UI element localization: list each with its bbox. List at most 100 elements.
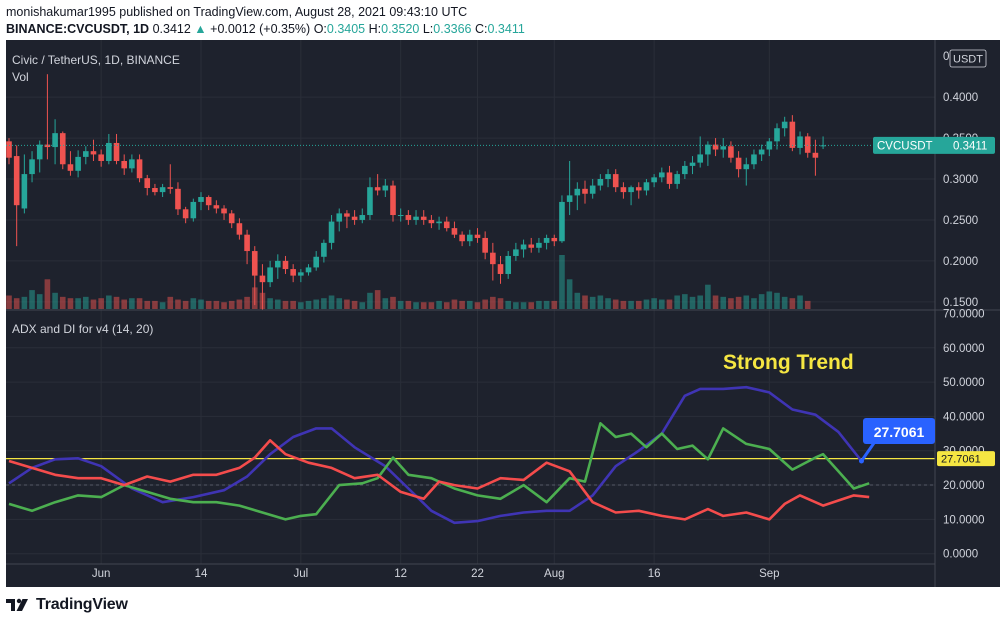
last-price-symbol: CVCUSDT xyxy=(877,140,933,152)
volume-bar xyxy=(682,294,688,309)
candle-body xyxy=(536,242,542,248)
candle-body xyxy=(497,264,504,274)
candle-body xyxy=(298,272,304,276)
candle-body xyxy=(758,149,765,155)
price-unit-box[interactable]: USDT xyxy=(949,49,987,68)
candle xyxy=(244,229,250,265)
volume-bar xyxy=(52,292,58,309)
candle-body xyxy=(144,178,151,189)
candle-body xyxy=(129,159,135,169)
candle xyxy=(328,215,335,250)
candle-body xyxy=(59,133,66,165)
candle xyxy=(620,182,627,199)
candle-body xyxy=(121,160,127,169)
candle-body xyxy=(136,159,143,179)
volume-bar xyxy=(505,300,511,309)
candle-body xyxy=(428,219,435,224)
candle-body xyxy=(712,144,719,150)
candle xyxy=(582,180,588,204)
candle xyxy=(820,136,826,150)
candle xyxy=(6,138,12,165)
volume-bar xyxy=(651,298,657,309)
candle-body xyxy=(413,216,419,220)
candle-body xyxy=(635,187,642,191)
candle xyxy=(298,269,304,283)
symbol-label: BINANCE:CVCUSDT, 1D xyxy=(6,22,150,36)
volume-bar xyxy=(490,296,496,309)
candle xyxy=(443,216,450,232)
indicator-tick-label: 40.0000 xyxy=(943,411,985,423)
callout-value: 27.7061 xyxy=(874,424,925,440)
volume-bar xyxy=(367,292,373,309)
candle xyxy=(144,174,151,196)
candle xyxy=(175,182,181,216)
candle xyxy=(551,234,558,247)
volume-bar xyxy=(298,302,304,309)
candle-body xyxy=(244,234,250,252)
chart-background xyxy=(6,40,1000,587)
candle xyxy=(643,179,650,196)
candle xyxy=(405,210,412,225)
candle xyxy=(83,146,89,165)
volume-bar xyxy=(144,300,151,309)
tradingview-brand: TradingView xyxy=(36,596,128,613)
candle xyxy=(205,195,212,211)
candle-body xyxy=(651,177,657,183)
volume-bar xyxy=(113,296,120,309)
di_minus-line xyxy=(8,439,870,521)
volume-bar xyxy=(136,298,143,309)
candle-body xyxy=(313,256,319,268)
volume-bar xyxy=(605,298,611,309)
volume-bar xyxy=(121,299,127,309)
volume-bar xyxy=(574,292,581,309)
candle-body xyxy=(467,234,473,242)
candle xyxy=(574,182,581,211)
candle xyxy=(812,139,819,176)
candle-body xyxy=(420,216,427,220)
candle-body xyxy=(390,185,396,216)
volume-bar xyxy=(781,296,788,309)
candle-body xyxy=(359,215,366,220)
candle xyxy=(397,208,404,222)
value-callout: 27.7061 xyxy=(858,418,935,464)
candle xyxy=(781,116,788,137)
volume-bar xyxy=(635,300,642,309)
price-tick-label: 0.2500 xyxy=(943,215,978,227)
candle-body xyxy=(643,182,650,191)
volume-bar xyxy=(390,296,396,309)
candle-body xyxy=(29,159,35,175)
volume-bar xyxy=(305,300,312,309)
volume-bar xyxy=(758,294,765,309)
volume-bar xyxy=(182,300,189,309)
candle xyxy=(113,133,120,165)
candle xyxy=(451,221,458,238)
candle xyxy=(612,169,619,193)
candle-body xyxy=(175,188,181,210)
indicator-tick-label: 0.0000 xyxy=(943,549,978,561)
price-tick-label: 0.3000 xyxy=(943,174,978,186)
chart-title: Civic / TetherUS, 1D, BINANCE xyxy=(12,53,180,67)
candle xyxy=(474,228,481,243)
candle-body xyxy=(689,162,696,166)
volume-bar xyxy=(6,295,12,309)
candle xyxy=(758,144,765,161)
threshold-value: 27.7061 xyxy=(941,454,981,466)
candle xyxy=(420,210,427,225)
candle xyxy=(290,264,296,283)
volume-bar xyxy=(566,279,573,309)
candle-body xyxy=(697,154,703,163)
volume-bar xyxy=(98,298,104,309)
volume-bar xyxy=(789,298,796,309)
chart-area[interactable]: 0.40000.35000.30000.25000.20000.15000.45… xyxy=(6,40,1000,587)
candle xyxy=(797,131,803,155)
candle-body xyxy=(520,244,527,250)
volume-bar xyxy=(267,298,273,309)
volume-bar xyxy=(397,300,404,309)
volume-bar xyxy=(513,302,519,309)
indicator-tick-label: 50.0000 xyxy=(943,377,985,389)
time-axis[interactable]: Jun 14 Jul 12 22 Aug 16 Sep xyxy=(92,568,780,580)
volume-bar xyxy=(520,302,527,309)
threshold-tag: 27.7061 xyxy=(937,451,995,467)
candle xyxy=(190,198,197,222)
last-price-value: 0.3411 xyxy=(953,140,987,152)
